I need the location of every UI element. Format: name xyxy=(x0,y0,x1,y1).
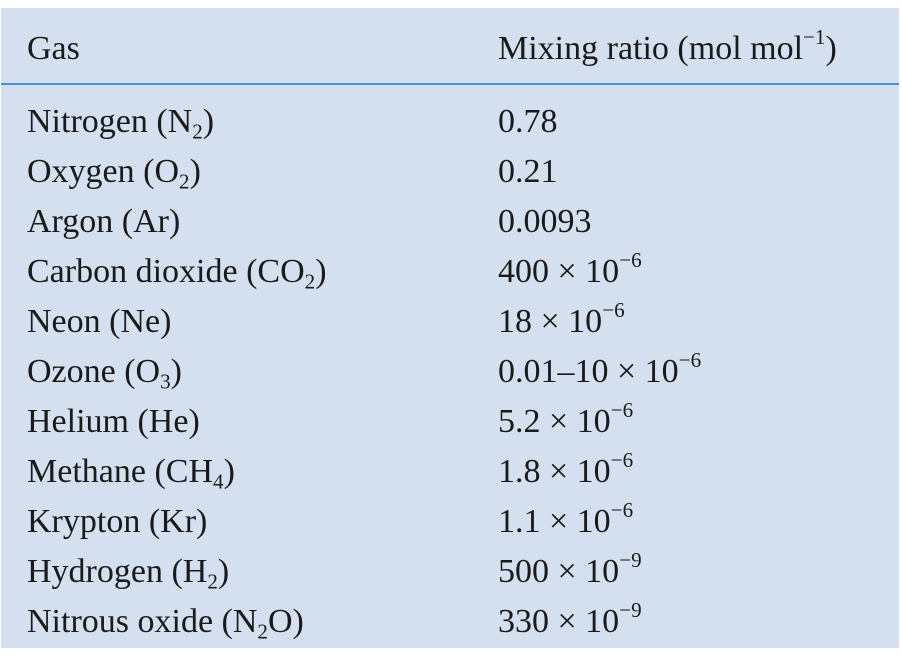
subscript: 2 xyxy=(257,619,268,644)
cell-text: 0.0093 xyxy=(498,203,592,240)
cell-text: Nitrogen (N xyxy=(27,103,193,140)
mixing-ratio-cell: 5.2 × 10−6 xyxy=(498,399,633,442)
exponent: −6 xyxy=(610,397,634,422)
exponent: −6 xyxy=(610,447,634,472)
cell-text: Argon (Ar) xyxy=(27,203,181,240)
exponent: −9 xyxy=(619,547,642,572)
cell-text: 5.2 × 10 xyxy=(498,403,611,440)
subscript: 2 xyxy=(192,119,203,144)
cell-text: 1.8 × 10 xyxy=(498,453,611,490)
cell-text: Hydrogen (H xyxy=(27,553,208,590)
gas-name-cell: Methane (CH4) xyxy=(27,452,235,492)
cell-text: Neon (Ne) xyxy=(27,303,172,340)
gas-name-cell: Neon (Ne) xyxy=(27,302,171,342)
cell-text: Nitrous oxide (N xyxy=(27,603,258,640)
mixing-ratio-cell: 330 × 10−9 xyxy=(498,599,642,642)
cell-text: ) xyxy=(315,253,327,290)
column-header-gas: Gas xyxy=(27,30,80,67)
exponent: −6 xyxy=(602,297,625,322)
gas-name-cell: Hydrogen (H2) xyxy=(27,552,229,592)
mixing-ratio-cell: 0.01–10 × 10−6 xyxy=(498,349,701,392)
gas-name-cell: Ozone (O3) xyxy=(27,352,182,392)
mixing-ratio-cell: 0.0093 xyxy=(498,202,592,242)
table-row: Helium (He) 5.2 × 10−6 xyxy=(1,399,899,452)
cell-text: Oxygen (O xyxy=(27,153,180,190)
table-row: Argon (Ar) 0.0093 xyxy=(1,202,899,252)
column-header-mixing-ratio-text: Mixing ratio (mol mol xyxy=(498,30,804,67)
gas-name-cell: Oxygen (O2) xyxy=(27,152,201,192)
cell-text: ) xyxy=(217,553,230,590)
cell-text: 0.78 xyxy=(498,103,558,140)
cell-text: ) xyxy=(170,353,182,390)
table-row: Carbon dioxide (CO2) 400 × 10−6 xyxy=(1,249,899,302)
table-row: Ozone (O3) 0.01–10 × 10−6 xyxy=(1,349,899,402)
gas-name-cell: Krypton (Kr) xyxy=(27,502,207,542)
subscript: 2 xyxy=(179,169,190,194)
cell-text: Ozone (O xyxy=(27,353,161,390)
gas-mixing-ratio-table: Gas Mixing ratio (mol mol−1) Nitrogen (N… xyxy=(1,8,899,648)
table-body: Nitrogen (N2) 0.78 Oxygen (O2) 0.21 Argo… xyxy=(1,102,899,652)
table-row: Methane (CH4) 1.8 × 10−6 xyxy=(1,449,899,502)
cell-text: 0.01–10 × 10 xyxy=(498,353,679,390)
subscript: 4 xyxy=(213,469,224,494)
subscript: 2 xyxy=(207,569,218,594)
subscript: 2 xyxy=(304,269,316,294)
gas-name-cell: Helium (He) xyxy=(27,402,200,442)
mixing-ratio-cell: 1.8 × 10−6 xyxy=(498,449,633,492)
table-header-row: Gas Mixing ratio (mol mol−1) xyxy=(1,8,899,83)
exponent: −9 xyxy=(619,597,642,622)
table-row: Neon (Ne) 18 × 10−6 xyxy=(1,299,899,352)
cell-text: 1.1 × 10 xyxy=(498,503,611,540)
cell-text: 18 × 10 xyxy=(498,303,603,340)
table-row: Oxygen (O2) 0.21 xyxy=(1,152,899,202)
header-divider xyxy=(1,83,899,85)
mixing-ratio-cell: 0.21 xyxy=(498,152,558,192)
mixing-ratio-cell: 18 × 10−6 xyxy=(498,299,625,342)
mixing-ratio-cell: 500 × 10−9 xyxy=(498,549,642,592)
cell-text: 400 × 10 xyxy=(498,253,620,290)
gas-name-cell: Argon (Ar) xyxy=(27,202,180,242)
column-header-mixing-ratio-exponent: −1 xyxy=(803,24,826,49)
cell-text: ) xyxy=(202,103,215,140)
exponent: −6 xyxy=(678,347,702,372)
cell-text: ) xyxy=(223,453,235,490)
gas-name-cell: Nitrogen (N2) xyxy=(27,102,214,142)
table-row: Krypton (Kr) 1.1 × 10−6 xyxy=(1,499,899,552)
table-row: Nitrogen (N2) 0.78 xyxy=(1,102,899,152)
cell-text: ) xyxy=(189,153,201,190)
table-row: Nitrous oxide (N2O) 330 × 10−9 xyxy=(1,599,899,652)
subscript: 3 xyxy=(160,369,171,394)
cell-text: Methane (CH xyxy=(27,453,214,490)
gas-name-cell: Nitrous oxide (N2O) xyxy=(27,602,304,642)
cell-text: 330 × 10 xyxy=(498,603,620,640)
cell-text: O) xyxy=(267,603,304,640)
mixing-ratio-cell: 0.78 xyxy=(498,102,558,142)
cell-text: 500 × 10 xyxy=(498,553,620,590)
cell-text: Carbon dioxide (CO xyxy=(27,253,305,290)
exponent: −6 xyxy=(619,247,642,272)
column-header-mixing-ratio: Mixing ratio (mol mol−1) xyxy=(498,26,837,69)
table-row: Hydrogen (H2) 500 × 10−9 xyxy=(1,549,899,602)
mixing-ratio-cell: 400 × 10−6 xyxy=(498,249,642,292)
cell-text: Krypton (Kr) xyxy=(27,503,208,540)
column-header-mixing-ratio-close: ) xyxy=(825,30,837,67)
exponent: −6 xyxy=(610,497,634,522)
cell-text: Helium (He) xyxy=(27,403,200,440)
mixing-ratio-cell: 1.1 × 10−6 xyxy=(498,499,633,542)
gas-name-cell: Carbon dioxide (CO2) xyxy=(27,252,327,292)
cell-text: 0.21 xyxy=(498,153,558,190)
